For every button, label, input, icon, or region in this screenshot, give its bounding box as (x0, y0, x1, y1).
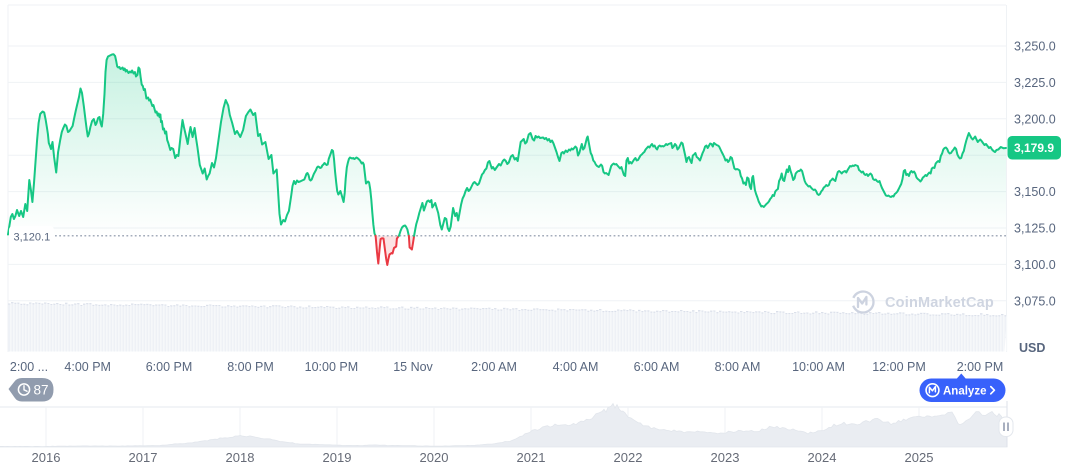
svg-text:2018: 2018 (226, 450, 255, 465)
svg-text:3,250.0: 3,250.0 (1014, 40, 1056, 54)
svg-text:2017: 2017 (129, 450, 158, 465)
svg-text:Analyze: Analyze (943, 385, 986, 397)
svg-text:4:00 AM: 4:00 AM (553, 360, 599, 374)
svg-text:2019: 2019 (323, 450, 352, 465)
svg-text:3,100.0: 3,100.0 (1014, 258, 1056, 272)
svg-text:8:00 PM: 8:00 PM (227, 360, 274, 374)
svg-text:2:00 PM: 2:00 PM (957, 360, 1004, 374)
svg-text:87: 87 (34, 383, 49, 398)
svg-text:2024: 2024 (808, 450, 837, 465)
svg-text:12:00 PM: 12:00 PM (872, 360, 926, 374)
svg-text:3,075.0: 3,075.0 (1014, 294, 1056, 308)
svg-text:3,200.0: 3,200.0 (1014, 112, 1056, 126)
svg-text:3,120.1: 3,120.1 (14, 232, 51, 244)
svg-text:CoinMarketCap: CoinMarketCap (885, 295, 994, 311)
svg-text:2016: 2016 (32, 450, 61, 465)
svg-text:2025: 2025 (905, 450, 934, 465)
svg-text:10:00 PM: 10:00 PM (305, 360, 359, 374)
svg-text:USD: USD (1019, 341, 1045, 355)
svg-text:2020: 2020 (420, 450, 449, 465)
svg-text:4:00 PM: 4:00 PM (64, 360, 111, 374)
svg-text:2:00 AM: 2:00 AM (471, 360, 517, 374)
svg-text:15 Nov: 15 Nov (393, 360, 433, 374)
svg-text:3,225.0: 3,225.0 (1014, 76, 1056, 90)
svg-text:10:00 AM: 10:00 AM (792, 360, 845, 374)
svg-text:2:00 ...: 2:00 ... (10, 360, 48, 374)
svg-text:3,179.9: 3,179.9 (1014, 141, 1054, 155)
svg-text:8:00 AM: 8:00 AM (715, 360, 761, 374)
svg-text:6:00 AM: 6:00 AM (634, 360, 680, 374)
svg-text:3,125.0: 3,125.0 (1014, 222, 1056, 236)
svg-text:2021: 2021 (517, 450, 546, 465)
svg-text:6:00 PM: 6:00 PM (146, 360, 193, 374)
svg-text:2023: 2023 (711, 450, 740, 465)
svg-text:2022: 2022 (614, 450, 643, 465)
svg-text:3,150.0: 3,150.0 (1014, 185, 1056, 199)
